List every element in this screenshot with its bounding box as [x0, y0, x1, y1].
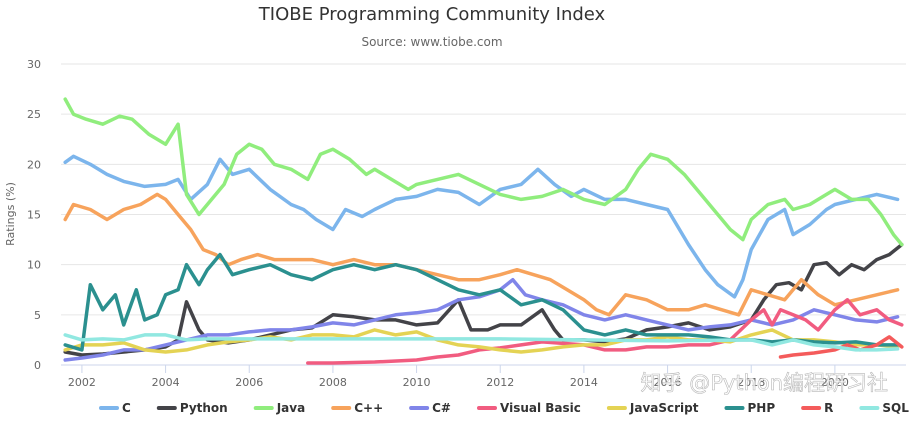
y-axis-label: Ratings (%): [4, 182, 17, 246]
watermark-text: 知乎 @Python编程研习社: [641, 371, 888, 395]
legend-label: C: [122, 401, 131, 415]
series-line-javascript: [63, 328, 900, 354]
series-line-sql: [63, 333, 900, 352]
series-line-c-: [63, 192, 900, 317]
chart-title: TIOBE Programming Community Index: [258, 4, 606, 25]
y-tick-label: 20: [27, 158, 41, 171]
legend-item-c[interactable]: C: [99, 401, 131, 415]
legend-label: Python: [180, 401, 228, 415]
legend-label: SQL: [882, 401, 909, 415]
legend-label: C++: [354, 401, 383, 415]
x-tick-label: 2020: [821, 376, 849, 389]
legend-label: C#: [432, 401, 451, 415]
x-tick-label: 2016: [654, 376, 682, 389]
legend-item-sql[interactable]: SQL: [859, 401, 909, 415]
chart-subtitle: Source: www.tiobe.com: [361, 35, 502, 49]
legend-item-python[interactable]: Python: [156, 401, 228, 415]
legend-item-visual-basic[interactable]: Visual Basic: [477, 401, 581, 415]
x-tick-label: 2002: [68, 376, 96, 389]
legend-item-r[interactable]: R: [801, 401, 833, 415]
x-tick-label: 2008: [319, 376, 347, 389]
x-tick-label: 2014: [570, 376, 598, 389]
legend-label: R: [824, 401, 833, 415]
x-tick-label: 2010: [403, 376, 431, 389]
x-tick-label: 2004: [152, 376, 180, 389]
y-tick-label: 25: [27, 108, 41, 121]
legend-item-php[interactable]: PHP: [724, 401, 776, 415]
x-tick-label: 2018: [737, 376, 765, 389]
x-tick-label: 2006: [235, 376, 263, 389]
series-layer: [63, 97, 904, 365]
legend-label: JavaScript: [629, 401, 699, 415]
series-line-c: [63, 154, 900, 299]
legend-item-java[interactable]: Java: [253, 401, 305, 415]
legend-label: PHP: [748, 401, 776, 415]
series-line-python: [63, 242, 904, 357]
legend-item-cpp[interactable]: C++: [331, 401, 383, 415]
y-tick-label: 5: [34, 309, 41, 322]
x-tick-layer: 2002 2004 2006 2008 2010 2012 2014 2016 2018 2020: [68, 365, 849, 389]
y-tick-label: 10: [27, 259, 41, 272]
series-line-php: [63, 252, 900, 352]
y-tick-label: 0: [34, 359, 41, 372]
series-line-r: [778, 335, 904, 359]
series-line-visual-basic: [306, 298, 904, 365]
y-tick-label: 15: [27, 209, 41, 222]
y-tick-label: 30: [27, 58, 41, 71]
x-tick-label: 2012: [486, 376, 514, 389]
series-line-java: [63, 97, 904, 247]
grid-layer: [61, 63, 906, 366]
legend-item-c-sharp[interactable]: C#: [409, 401, 451, 415]
y-tick-layer: 0 5 10 15 20 25 30: [27, 58, 41, 372]
legend-label: Java: [276, 401, 305, 415]
legend-item-javascript[interactable]: JavaScript: [606, 401, 699, 415]
legend-label: Visual Basic: [500, 401, 581, 415]
legend: C Python Java C++ C# Visual Basic JavaScript PH…: [99, 401, 909, 415]
